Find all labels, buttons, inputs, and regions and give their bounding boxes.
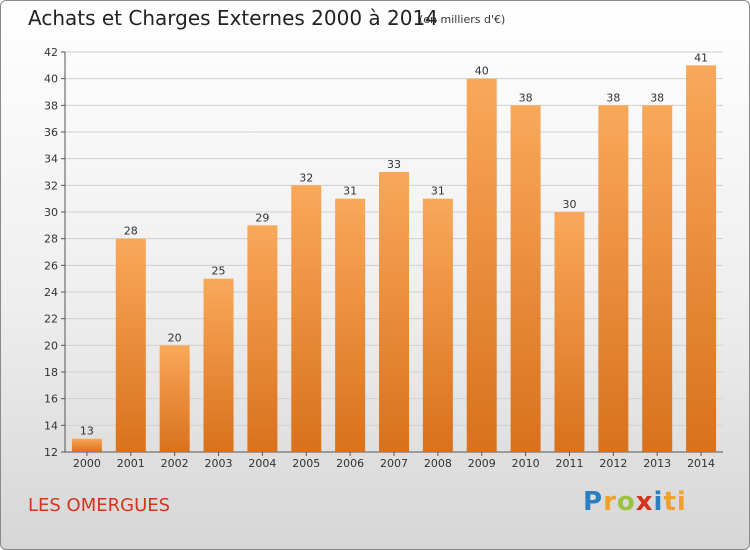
- bar-value-label: 33: [387, 158, 401, 171]
- y-tick-label: 22: [44, 313, 58, 326]
- y-tick-label: 40: [44, 73, 58, 86]
- y-tick-label: 26: [44, 259, 58, 272]
- chart-unit: (en milliers d'€): [419, 13, 506, 26]
- bar: [466, 78, 497, 453]
- town-name: LES OMERGUES: [28, 495, 171, 516]
- bar-value-label: 32: [299, 171, 313, 184]
- bar: [642, 105, 673, 452]
- proxiti-logo[interactable]: Proxiti: [583, 487, 687, 517]
- logo-letter: x: [635, 487, 654, 517]
- bar-value-label: 41: [694, 51, 708, 64]
- bar: [686, 65, 717, 452]
- bar-value-label: 31: [343, 185, 357, 198]
- bar: [510, 105, 541, 452]
- bar: [554, 212, 585, 452]
- x-tick-label: 2010: [512, 457, 540, 470]
- x-tick-label: 2005: [292, 457, 320, 470]
- x-tick-label: 2009: [468, 457, 496, 470]
- x-tick-label: 2000: [73, 457, 101, 470]
- y-tick-label: 28: [44, 233, 58, 246]
- bar-value-label: 31: [431, 185, 445, 198]
- bar-value-label: 25: [212, 265, 226, 278]
- x-tick-label: 2002: [161, 457, 189, 470]
- bar: [203, 278, 234, 452]
- bar-value-label: 38: [650, 91, 664, 104]
- x-tick-label: 2006: [336, 457, 364, 470]
- x-tick-label: 2012: [599, 457, 627, 470]
- x-tick-label: 2003: [205, 457, 233, 470]
- y-tick-label: 36: [44, 126, 58, 139]
- y-tick-label: 20: [44, 339, 58, 352]
- x-tick-label: 2008: [424, 457, 452, 470]
- y-tick-label: 16: [44, 393, 58, 406]
- bar: [379, 172, 409, 452]
- bar: [115, 238, 146, 452]
- bar-value-label: 13: [80, 425, 94, 438]
- bar-value-label: 40: [475, 65, 489, 78]
- bar-value-label: 30: [562, 198, 576, 211]
- logo-letter: r: [603, 487, 617, 517]
- logo-letter: ti: [663, 487, 687, 517]
- bar: [71, 438, 102, 452]
- bar: [422, 198, 453, 452]
- bar-value-label: 29: [255, 211, 269, 224]
- y-tick-label: 30: [44, 206, 58, 219]
- y-tick-label: 42: [44, 46, 58, 59]
- bar: [159, 345, 190, 452]
- bar-value-label: 28: [124, 225, 138, 238]
- labels: 13 2000 28 2001 20 2002 25 2003 29 2004 32 2005 31 20…: [73, 51, 715, 470]
- x-tick-label: 2001: [117, 457, 145, 470]
- y-tick-label: 24: [44, 286, 58, 299]
- logo-letter: P: [583, 487, 604, 517]
- bar: [247, 225, 278, 452]
- y-tick-label: 14: [44, 419, 58, 432]
- x-tick-label: 2013: [643, 457, 671, 470]
- logo-letter: i: [653, 487, 664, 517]
- y-tick-label: 12: [44, 446, 58, 459]
- bar-value-label: 38: [606, 91, 620, 104]
- y-tick-label: 38: [44, 99, 58, 112]
- y-tick-label: 18: [44, 366, 58, 379]
- x-tick-label: 2014: [687, 457, 715, 470]
- bar: [335, 198, 366, 452]
- y-tick-label: 32: [44, 179, 58, 192]
- bar: [291, 185, 322, 453]
- x-tick-label: 2007: [380, 457, 408, 470]
- bar-value-label: 38: [519, 91, 533, 104]
- x-tick-label: 2004: [248, 457, 276, 470]
- bar-value-label: 20: [168, 331, 182, 344]
- bars: [71, 65, 717, 453]
- y-tick-label: 34: [44, 153, 58, 166]
- logo-letter: o: [616, 487, 636, 517]
- x-tick-label: 2011: [555, 457, 583, 470]
- chart-title: Achats et Charges Externes 2000 à 2014: [28, 6, 438, 30]
- bar: [598, 105, 629, 452]
